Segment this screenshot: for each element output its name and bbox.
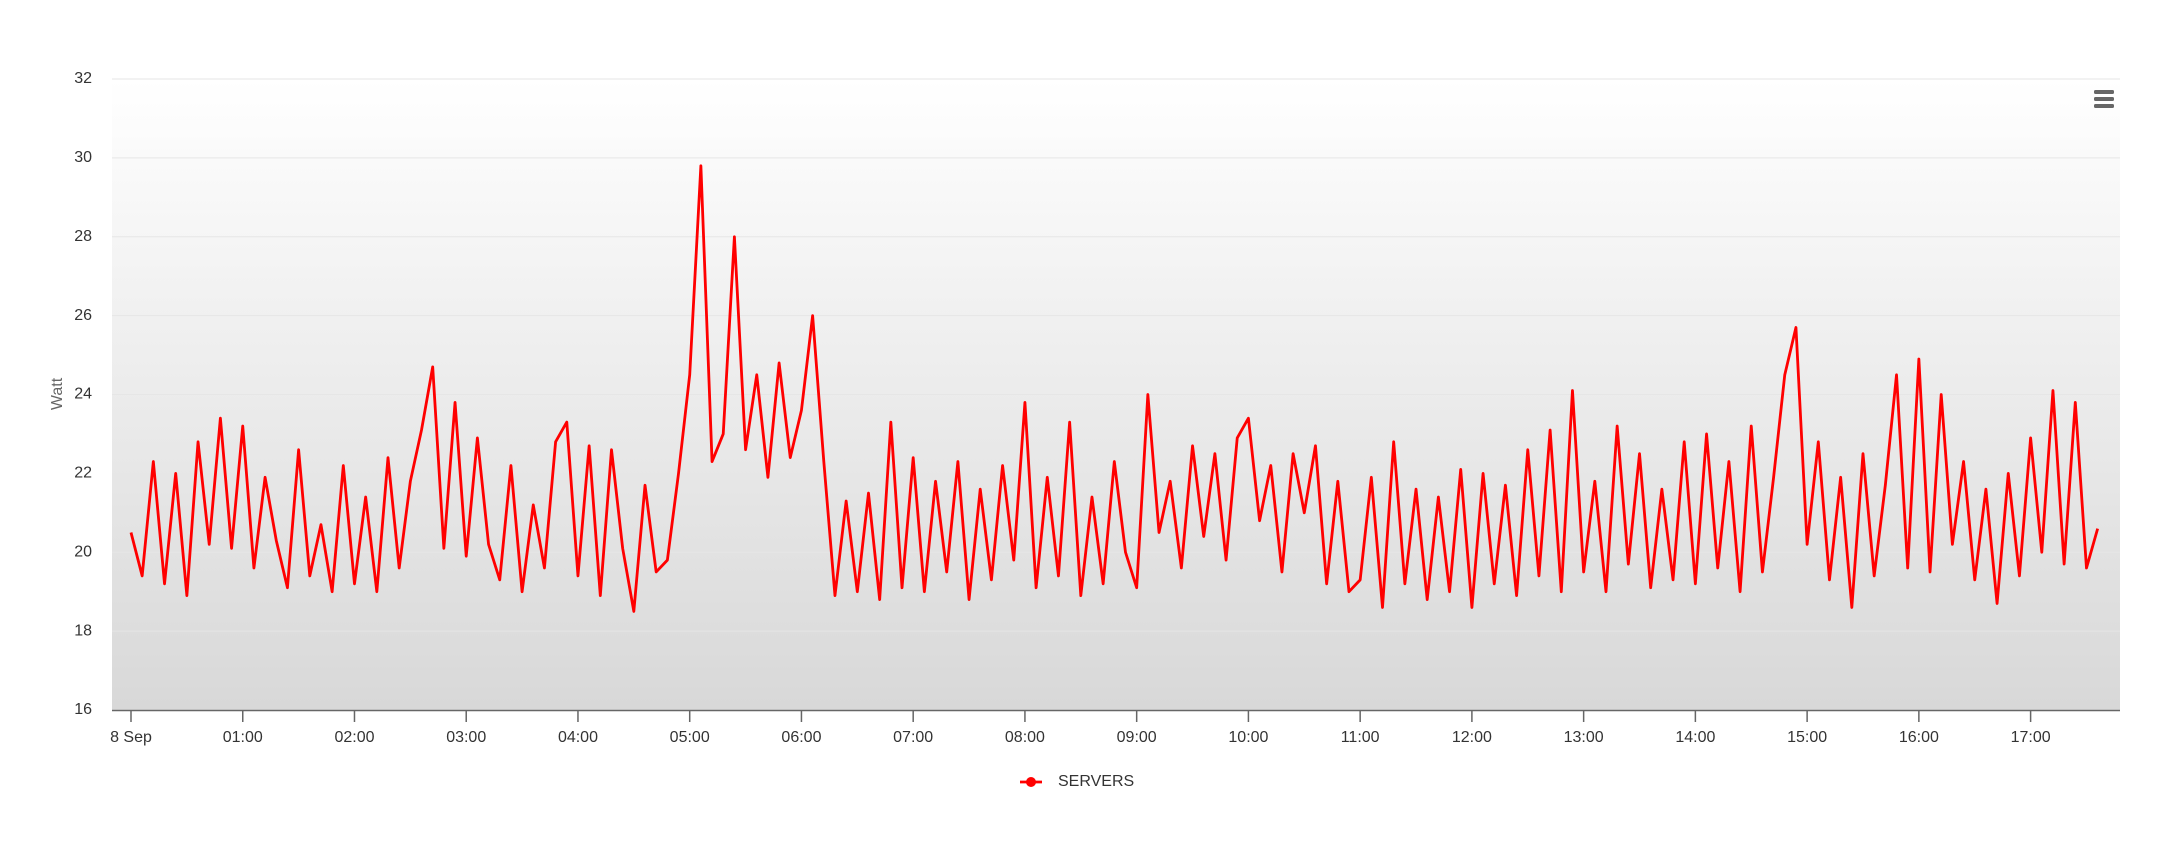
y-axis-label: Watt (49, 377, 66, 410)
legend-label: SERVERS (1058, 773, 1134, 790)
x-tick-label: 03:00 (446, 729, 486, 746)
y-tick-label: 26 (74, 307, 92, 324)
x-tick-label: 16:00 (1899, 729, 1939, 746)
y-tick-label: 22 (74, 465, 92, 482)
x-tick-label: 14:00 (1675, 729, 1715, 746)
x-tick-label: 12:00 (1452, 729, 1492, 746)
x-tick-label: 09:00 (1117, 729, 1157, 746)
x-tick-label: 08:00 (1005, 729, 1045, 746)
y-tick-label: 20 (74, 543, 92, 560)
menu-button[interactable] (2094, 90, 2114, 108)
y-tick-label: 32 (74, 70, 92, 87)
y-tick-label: 24 (74, 386, 92, 403)
x-tick-label: 06:00 (781, 729, 821, 746)
y-tick-label: 18 (74, 622, 92, 639)
legend-symbol-marker (1026, 777, 1036, 787)
menu-bar (2094, 90, 2114, 94)
y-tick-label: 16 (74, 701, 92, 718)
y-tick-label: 30 (74, 149, 92, 166)
y-tick-label: 28 (74, 228, 92, 245)
x-tick-label: 15:00 (1787, 729, 1827, 746)
x-tick-label: 01:00 (223, 729, 263, 746)
x-tick-label: 17:00 (2011, 729, 2051, 746)
x-tick-label: 8 Sep (110, 729, 152, 746)
x-tick-label: 05:00 (670, 729, 710, 746)
menu-bar (2094, 97, 2114, 101)
series-line (129, 164, 2099, 613)
x-tick-label: 11:00 (1341, 729, 1380, 746)
x-tick-label: 10:00 (1228, 729, 1268, 746)
menu-bar (2094, 104, 2114, 108)
x-tick-label: 02:00 (334, 729, 374, 746)
x-tick-label: 07:00 (893, 729, 933, 746)
x-tick-label: 13:00 (1564, 729, 1604, 746)
x-tick-label: 04:00 (558, 729, 598, 746)
